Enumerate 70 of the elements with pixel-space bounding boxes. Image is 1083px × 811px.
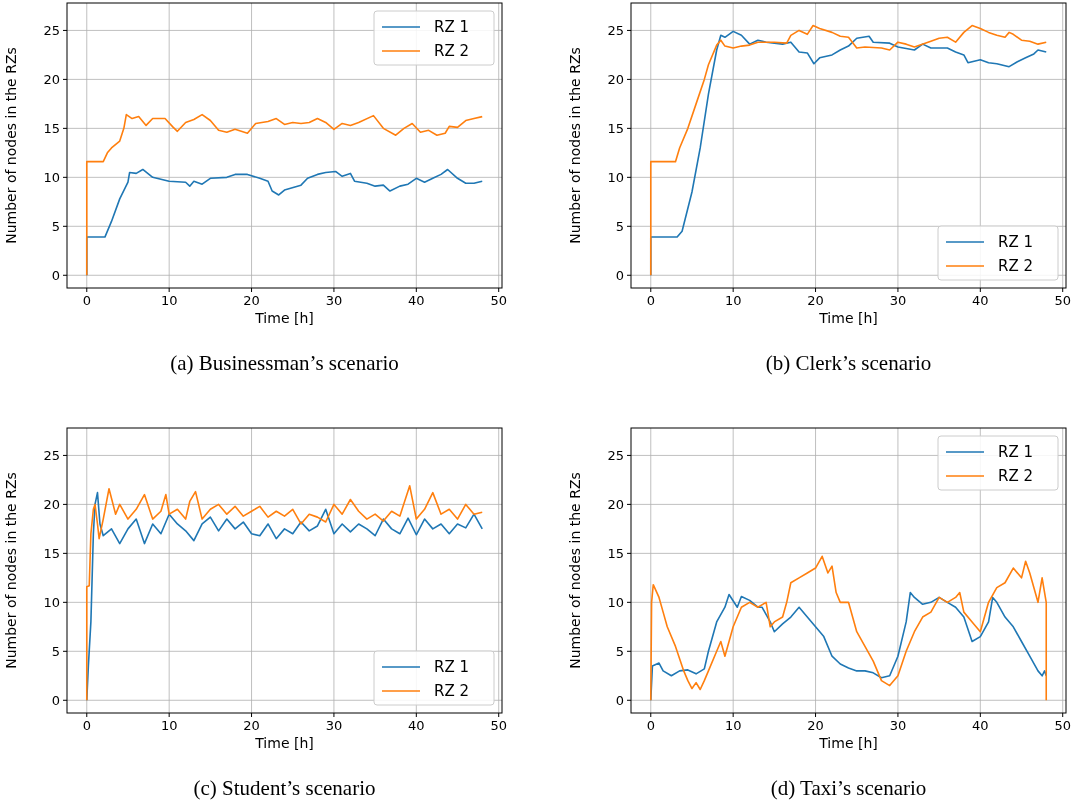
y-tick-label: 5 xyxy=(51,218,60,234)
x-tick-label: 50 xyxy=(490,293,507,308)
y-tick-label: 25 xyxy=(43,447,60,463)
x-tick-label: 40 xyxy=(408,718,425,733)
y-tick-label: 20 xyxy=(607,71,624,87)
y-tick-label: 15 xyxy=(43,545,60,561)
line-series xyxy=(649,555,1048,702)
text: (d) Taxi’s scenario xyxy=(770,776,927,800)
x-tick-label: 0 xyxy=(646,293,655,308)
x-tick-label: 50 xyxy=(1054,293,1071,308)
y-tick-label: 15 xyxy=(607,120,624,136)
y-tick-label: 0 xyxy=(51,692,60,708)
y-tick-label: 25 xyxy=(607,447,624,463)
legend-label: RZ 1 xyxy=(998,443,1034,462)
x-tick-label: 20 xyxy=(807,718,824,733)
y-tick-label: 20 xyxy=(607,496,624,512)
x-tick-label: 40 xyxy=(972,718,989,733)
x-tick-label: 30 xyxy=(889,293,907,308)
y-tick-label: 15 xyxy=(43,120,60,136)
x-tick-label: 30 xyxy=(889,718,907,733)
x-tick-label: 10 xyxy=(160,293,178,308)
y-tick-label: 5 xyxy=(51,643,60,659)
legend-label: RZ 1 xyxy=(434,18,470,37)
legend-label: RZ 2 xyxy=(998,257,1034,276)
legend-label: RZ 2 xyxy=(998,467,1034,486)
y-tick-label: 20 xyxy=(43,71,60,87)
y-tick-label: 20 xyxy=(43,496,60,512)
y-tick-label: 0 xyxy=(615,267,624,283)
x-tick-label: 50 xyxy=(1054,718,1071,733)
x-tick-label: 0 xyxy=(82,718,91,733)
y-tick-label: 15 xyxy=(607,545,624,561)
x-axis-title: Time [h] xyxy=(818,735,878,751)
line-series xyxy=(85,113,484,277)
legend-label: RZ 1 xyxy=(998,233,1034,252)
x-tick-label: 10 xyxy=(724,718,742,733)
x-tick-label: 20 xyxy=(243,293,260,308)
y-axis-title: Number of nodes in the RZs xyxy=(3,472,19,669)
legend-label: RZ 2 xyxy=(434,42,470,61)
y-axis-title: Number of nodes in the RZs xyxy=(567,47,583,244)
x-tick-label: 20 xyxy=(807,293,824,308)
y-tick-label: 10 xyxy=(43,169,60,185)
x-axis-title: Time [h] xyxy=(254,735,314,751)
y-tick-label: 0 xyxy=(51,267,60,283)
y-tick-label: 10 xyxy=(43,594,60,610)
text: (c) Student’s scenario xyxy=(193,776,376,800)
x-tick-label: 10 xyxy=(724,293,742,308)
y-tick-label: 25 xyxy=(43,22,60,38)
y-tick-label: 5 xyxy=(615,218,624,234)
y-tick-label: 0 xyxy=(615,692,624,708)
x-tick-label: 40 xyxy=(408,293,425,308)
x-tick-label: 40 xyxy=(972,293,989,308)
x-tick-label: 0 xyxy=(82,293,91,308)
legend-label: RZ 2 xyxy=(434,682,470,701)
x-axis-title: Time [h] xyxy=(818,310,878,326)
y-tick-label: 5 xyxy=(615,643,624,659)
y-tick-label: 10 xyxy=(607,169,624,185)
y-tick-label: 25 xyxy=(607,22,624,38)
x-axis-title: Time [h] xyxy=(254,310,314,326)
y-axis-title: Number of nodes in the RZs xyxy=(567,472,583,669)
y-tick-label: 10 xyxy=(607,594,624,610)
x-tick-label: 30 xyxy=(325,293,343,308)
x-tick-label: 10 xyxy=(160,718,178,733)
text: (a) Businessman’s scenario xyxy=(170,351,399,375)
y-axis-title: Number of nodes in the RZs xyxy=(3,47,19,244)
text: (b) Clerk’s scenario xyxy=(765,351,932,375)
x-tick-label: 20 xyxy=(243,718,260,733)
x-tick-label: 0 xyxy=(646,718,655,733)
x-tick-label: 50 xyxy=(490,718,507,733)
x-tick-label: 30 xyxy=(325,718,343,733)
legend-label: RZ 1 xyxy=(434,658,470,677)
